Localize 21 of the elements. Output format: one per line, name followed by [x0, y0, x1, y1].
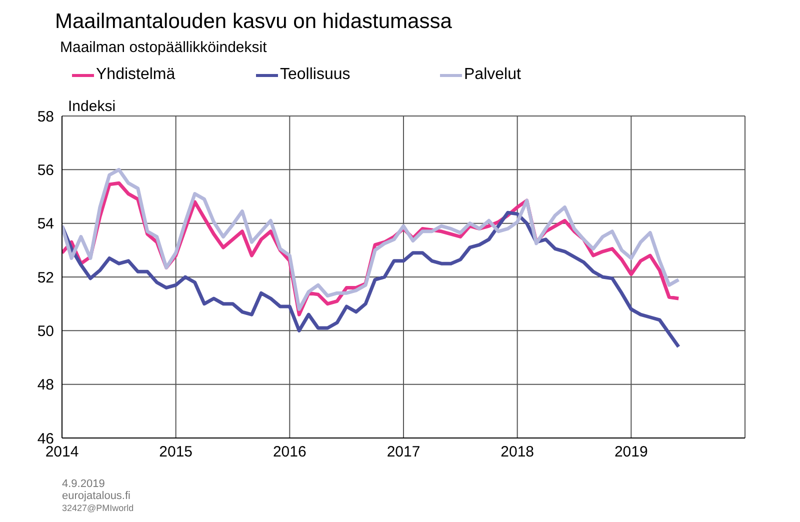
chart-title: Maailmantalouden kasvu on hidastumassa: [55, 10, 452, 34]
x-tick-label: 2019: [614, 444, 648, 461]
y-axis-title: Indeksi: [68, 98, 116, 115]
text: eurojatalous.fi: [62, 490, 132, 502]
y-tick-label: 58: [37, 108, 54, 126]
y-tick-label: 54: [37, 216, 54, 233]
legend-label: Yhdistelmä: [96, 66, 176, 84]
y-tick-label: 56: [37, 162, 54, 179]
chart-subtitle: Maailman ostopäällikköindeksit: [60, 39, 267, 56]
y-tick-label: 52: [37, 269, 54, 286]
x-tick-label: 2015: [159, 444, 193, 461]
x-tick-label: 2016: [272, 444, 306, 461]
text: 32427@PMIworld: [62, 502, 134, 514]
line-series: [62, 210, 680, 349]
x-tick-label: 2017: [386, 444, 420, 461]
y-tick-label: 50: [37, 322, 54, 340]
x-tick-label: 2018: [500, 444, 534, 461]
legend-label: Palvelut: [464, 66, 521, 84]
text: 4.9.2019: [62, 478, 106, 490]
legend-label: Teollisuus: [280, 66, 350, 84]
y-tick-label: 48: [37, 376, 54, 394]
